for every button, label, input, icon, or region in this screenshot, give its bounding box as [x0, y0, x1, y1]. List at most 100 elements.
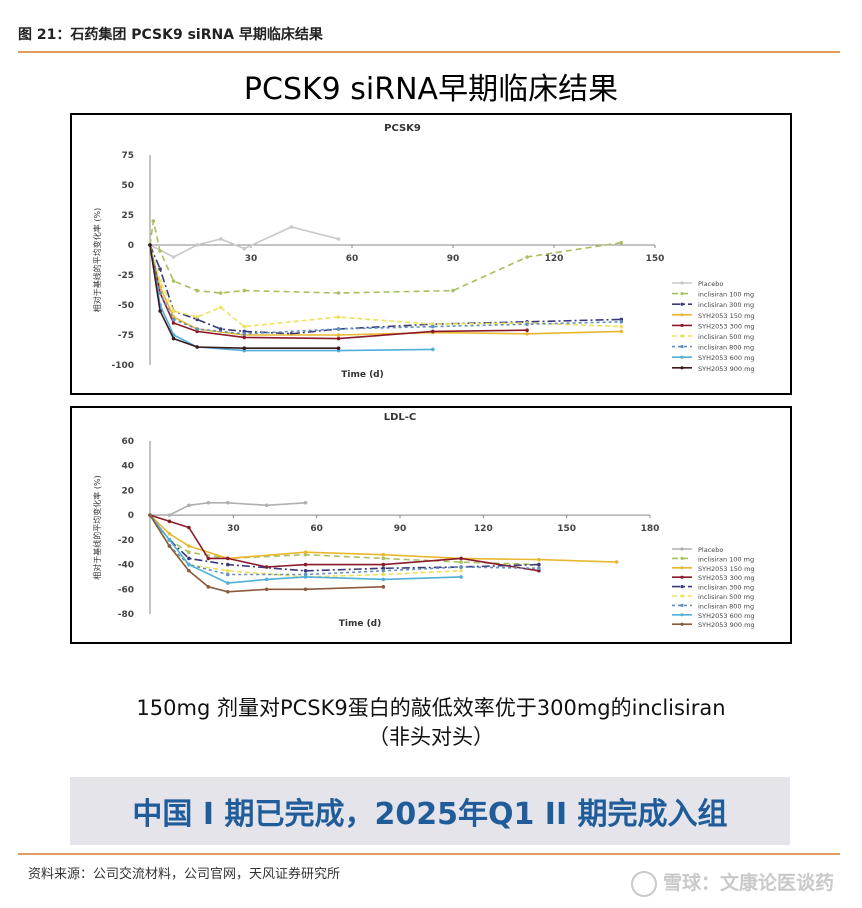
data-point — [206, 500, 211, 505]
data-point — [225, 589, 230, 594]
y-tick-label: -25 — [118, 271, 134, 281]
legend-marker — [680, 313, 684, 317]
data-point — [431, 329, 435, 334]
legend-entry: Placebo — [698, 546, 723, 554]
legend-marker — [680, 345, 684, 349]
data-point — [459, 568, 463, 573]
series-line — [149, 514, 462, 584]
data-point — [242, 335, 247, 340]
data-point — [187, 556, 191, 561]
legend-marker — [680, 292, 684, 296]
data-point — [195, 345, 199, 349]
legend-marker — [680, 355, 684, 359]
legend-marker — [680, 302, 684, 306]
data-point — [158, 309, 162, 313]
data-point — [218, 237, 223, 241]
data-point — [619, 320, 624, 324]
data-point — [525, 328, 529, 332]
legend-entry: inclisiran 500 mg — [698, 333, 754, 341]
data-point — [167, 513, 172, 517]
y-tick-label: 75 — [121, 151, 134, 161]
x-axis-label: Time (d) — [339, 619, 382, 629]
legend-entry: SYH2053 150 mg — [698, 312, 755, 320]
legend-entry: Placebo — [698, 280, 723, 288]
data-point — [242, 288, 247, 293]
caption-line-2: （非头对头） — [368, 725, 494, 749]
legend-entry: inclisiran 100 mg — [698, 291, 754, 299]
legend-marker — [680, 613, 684, 617]
data-point — [303, 587, 308, 592]
data-point — [303, 562, 308, 567]
data-point — [431, 324, 435, 329]
data-point — [303, 568, 308, 573]
data-point — [225, 556, 230, 561]
data-point — [171, 255, 176, 259]
data-point — [381, 552, 386, 557]
data-point — [206, 556, 211, 561]
data-point — [381, 585, 386, 589]
data-point — [303, 552, 308, 557]
data-point — [537, 566, 541, 571]
legend-marker — [680, 603, 684, 607]
y-tick-label: 20 — [121, 486, 134, 496]
series-line — [149, 244, 622, 328]
data-point — [264, 587, 269, 592]
legend-marker — [680, 566, 684, 570]
data-point — [171, 321, 176, 325]
legend-entry: inclisiran 500 mg — [698, 593, 754, 601]
header-divider — [18, 51, 840, 53]
data-point — [459, 560, 463, 564]
y-tick-label: -100 — [111, 361, 134, 371]
data-point — [336, 336, 341, 341]
pcsk9-chart: PCSK9 30 60 90 120 150 75 50 25 0 -25 -50 -75 -100 Tim… — [92, 123, 755, 380]
y-tick-label: 50 — [121, 181, 134, 191]
legend-marker — [680, 622, 684, 626]
data-point — [242, 332, 247, 336]
data-point — [336, 315, 341, 319]
data-point — [381, 562, 386, 567]
x-tick-label: 30 — [227, 524, 240, 534]
data-point — [218, 327, 223, 331]
data-point — [381, 577, 386, 582]
data-point — [619, 324, 624, 329]
source-note: 资料来源：公司交流材料，公司官网，天风证券研究所 — [28, 867, 341, 882]
data-point — [336, 333, 341, 337]
y-tick-label: 0 — [128, 241, 134, 251]
data-point — [225, 572, 230, 577]
legend-marker — [680, 585, 684, 589]
data-point — [225, 500, 230, 505]
legend-entry: SYH2053 600 mg — [698, 354, 755, 362]
x-tick-label: 90 — [447, 254, 460, 264]
legend-marker — [680, 281, 684, 285]
data-point — [218, 305, 223, 310]
data-point — [167, 531, 172, 536]
data-point — [167, 544, 172, 548]
series-line — [149, 220, 622, 294]
data-point — [167, 538, 172, 542]
data-point — [206, 585, 211, 589]
y-tick-label: 25 — [121, 211, 134, 221]
data-point — [303, 550, 308, 555]
x-tick-label: 60 — [346, 254, 359, 264]
data-point — [195, 327, 199, 331]
data-point — [171, 279, 176, 283]
series-line — [149, 244, 339, 349]
x-tick-label: 120 — [545, 254, 564, 264]
data-point — [303, 500, 308, 505]
data-point — [187, 562, 191, 567]
status-banner-text: 中国 I 期已完成，2025年Q1 II 期完成入组 — [132, 797, 728, 832]
data-point — [303, 572, 308, 577]
data-point — [614, 560, 619, 564]
data-point — [459, 556, 463, 561]
x-axis-label: Time (d) — [341, 370, 384, 380]
y-tick-label: -75 — [118, 331, 134, 341]
x-tick-label: 120 — [474, 524, 493, 534]
data-point — [264, 503, 269, 508]
data-point — [167, 519, 172, 524]
series-line — [150, 502, 306, 516]
x-tick-label: 180 — [641, 524, 660, 534]
data-point — [537, 562, 541, 567]
legend-entry: inclisiran 300 mg — [698, 301, 754, 309]
data-point — [171, 336, 176, 341]
data-point — [158, 291, 162, 295]
